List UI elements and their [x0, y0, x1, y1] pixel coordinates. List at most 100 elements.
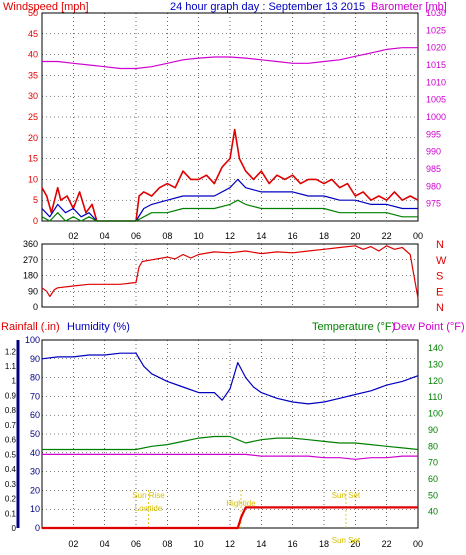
annotation-label: Hightide — [226, 499, 256, 508]
graph-title: 24 hour graph day : September 13 2015 — [170, 1, 365, 13]
y2-tick-label: 1010 — [426, 77, 446, 87]
rainfall-tick-label: 0.3 — [5, 480, 17, 489]
x-tick-label: 06 — [131, 539, 141, 549]
y-tick-label: 0 — [33, 302, 38, 312]
barometer-line — [42, 47, 418, 70]
x-tick-label: 08 — [162, 539, 172, 549]
barometer-axis-title: Barometer [mb] — [371, 1, 447, 13]
y2-tick-label: 70 — [428, 458, 438, 468]
x-tick-label: 18 — [319, 539, 329, 549]
y2-tick-label: 980 — [426, 181, 441, 191]
compass-label: E — [436, 286, 443, 298]
rainfall-tick-label: 0.1 — [5, 509, 17, 518]
y-tick-label: 35 — [28, 70, 38, 80]
x-tick-label: 04 — [100, 539, 110, 549]
rainfall-tick-label: 0.4 — [5, 465, 17, 474]
y-tick-label: 60 — [30, 410, 40, 420]
compass-label: N — [436, 302, 444, 314]
y-tick-label: 30 — [28, 91, 38, 101]
y2-tick-label: 990 — [426, 147, 441, 157]
temperature-line — [42, 435, 419, 451]
y-tick-label: 20 — [28, 133, 38, 143]
annotation-label: Sun Set — [332, 536, 361, 545]
y2-tick-label: 90 — [428, 425, 438, 435]
y2-tick-label: 1020 — [426, 43, 446, 53]
windspeed-tick-labels: 0 5 10 15 20 25 30 35 40 45 50 — [28, 8, 38, 226]
x-tick-label: 12 — [225, 539, 235, 549]
wind-average-line — [41, 178, 418, 222]
compass-label: W — [436, 255, 447, 267]
y-tick-label: 70 — [30, 391, 40, 401]
direction-grid — [42, 243, 418, 308]
y2-tick-label: 1015 — [426, 60, 446, 70]
y-tick-label: 90 — [28, 286, 38, 296]
y-tick-label: 80 — [30, 373, 40, 383]
rainfall-tick-label: 0 — [12, 524, 17, 533]
y2-tick-label: 120 — [428, 376, 443, 386]
windspeed-axis-title: Windspeed [mph] — [3, 1, 89, 13]
x-tick-label: 08 — [162, 231, 172, 241]
x-tick-label: 18 — [319, 231, 329, 241]
rainfall-tick-label: 0.6 — [5, 436, 17, 445]
y2-tick-label: 995 — [426, 129, 441, 139]
y-tick-label: 100 — [25, 335, 40, 345]
dewpoint-line — [42, 453, 418, 460]
y-tick-label: 25 — [28, 112, 38, 122]
rainfall-tick-label: 0.5 — [5, 450, 17, 459]
y-tick-label: 10 — [30, 504, 40, 514]
rainfall-tick-label: 1.1 — [5, 362, 17, 371]
y2-tick-label: 100 — [428, 409, 443, 419]
y2-tick-label: 1000 — [426, 112, 446, 122]
y-tick-label: 45 — [28, 29, 38, 39]
x-tick-label: 16 — [288, 231, 298, 241]
rainfall-tick-label: 1.2 — [5, 347, 17, 356]
humidity-tick-labels: 0 10 20 30 40 50 60 70 80 90 100 — [25, 335, 40, 533]
annotation-label: Lowtide — [135, 504, 163, 513]
x-tick-label: 00 — [413, 539, 423, 549]
barometer-tick-labels: 975 980 985 990 995 1000 1005 1010 1015 1020 1025 1… — [426, 8, 446, 209]
wind-gust-line — [41, 128, 419, 222]
humidity-panel: 0 0.1 0.2 0.3 0.4 0.5 0.6 0.7 0.8 0.9 1 1.1 1.2 0 10 2… — [5, 335, 443, 549]
x-tick-label: 14 — [256, 231, 266, 241]
y-tick-label: 360 — [23, 239, 38, 249]
y-tick-label: 0 — [33, 216, 38, 226]
x-tick-label: 00 — [413, 231, 423, 241]
x-tick-label: 06 — [131, 231, 141, 241]
y2-tick-label: 1005 — [426, 95, 446, 105]
y2-tick-label: 985 — [426, 164, 441, 174]
dewpoint-axis-title: Dew Point (°F) — [393, 321, 465, 333]
compass-label: S — [436, 271, 443, 283]
annotations: Sun Rise Lowtide Hightide Sun Set Sun Set — [132, 490, 361, 545]
y-tick-label: 20 — [30, 485, 40, 495]
direction-series — [41, 245, 419, 299]
y-tick-label: 5 — [33, 195, 38, 205]
y-tick-label: 90 — [30, 354, 40, 364]
windspeed-series — [41, 47, 419, 222]
y-tick-label: 10 — [28, 174, 38, 184]
annotation-label: Sun Set — [332, 491, 361, 500]
y2-tick-label: 60 — [428, 474, 438, 484]
rainfall-axis-title: Rainfall (.in) — [1, 321, 60, 333]
y-tick-label: 40 — [28, 50, 38, 60]
y2-tick-label: 140 — [428, 343, 443, 353]
x-tick-label: 20 — [350, 231, 360, 241]
y2-tick-label: 50 — [428, 490, 438, 500]
annotation-label: Sun Rise — [132, 491, 165, 500]
x-tick-label: 16 — [288, 539, 298, 549]
y-tick-label: 50 — [28, 8, 38, 18]
humidity-line — [41, 352, 419, 405]
x-tick-label: 22 — [382, 231, 392, 241]
rainfall-tick-label: 0.2 — [5, 495, 17, 504]
y2-tick-label: 80 — [428, 441, 438, 451]
wind-lull-line — [41, 199, 418, 222]
y-tick-label: 0 — [35, 523, 40, 533]
x-tick-label: 02 — [68, 539, 78, 549]
compass-label: N — [436, 239, 444, 251]
y2-tick-label: 40 — [428, 507, 438, 517]
wind-direction-line — [41, 245, 419, 299]
humidity-axis-title: Humidity (%) — [67, 321, 130, 333]
y2-tick-label: 1030 — [426, 8, 446, 18]
